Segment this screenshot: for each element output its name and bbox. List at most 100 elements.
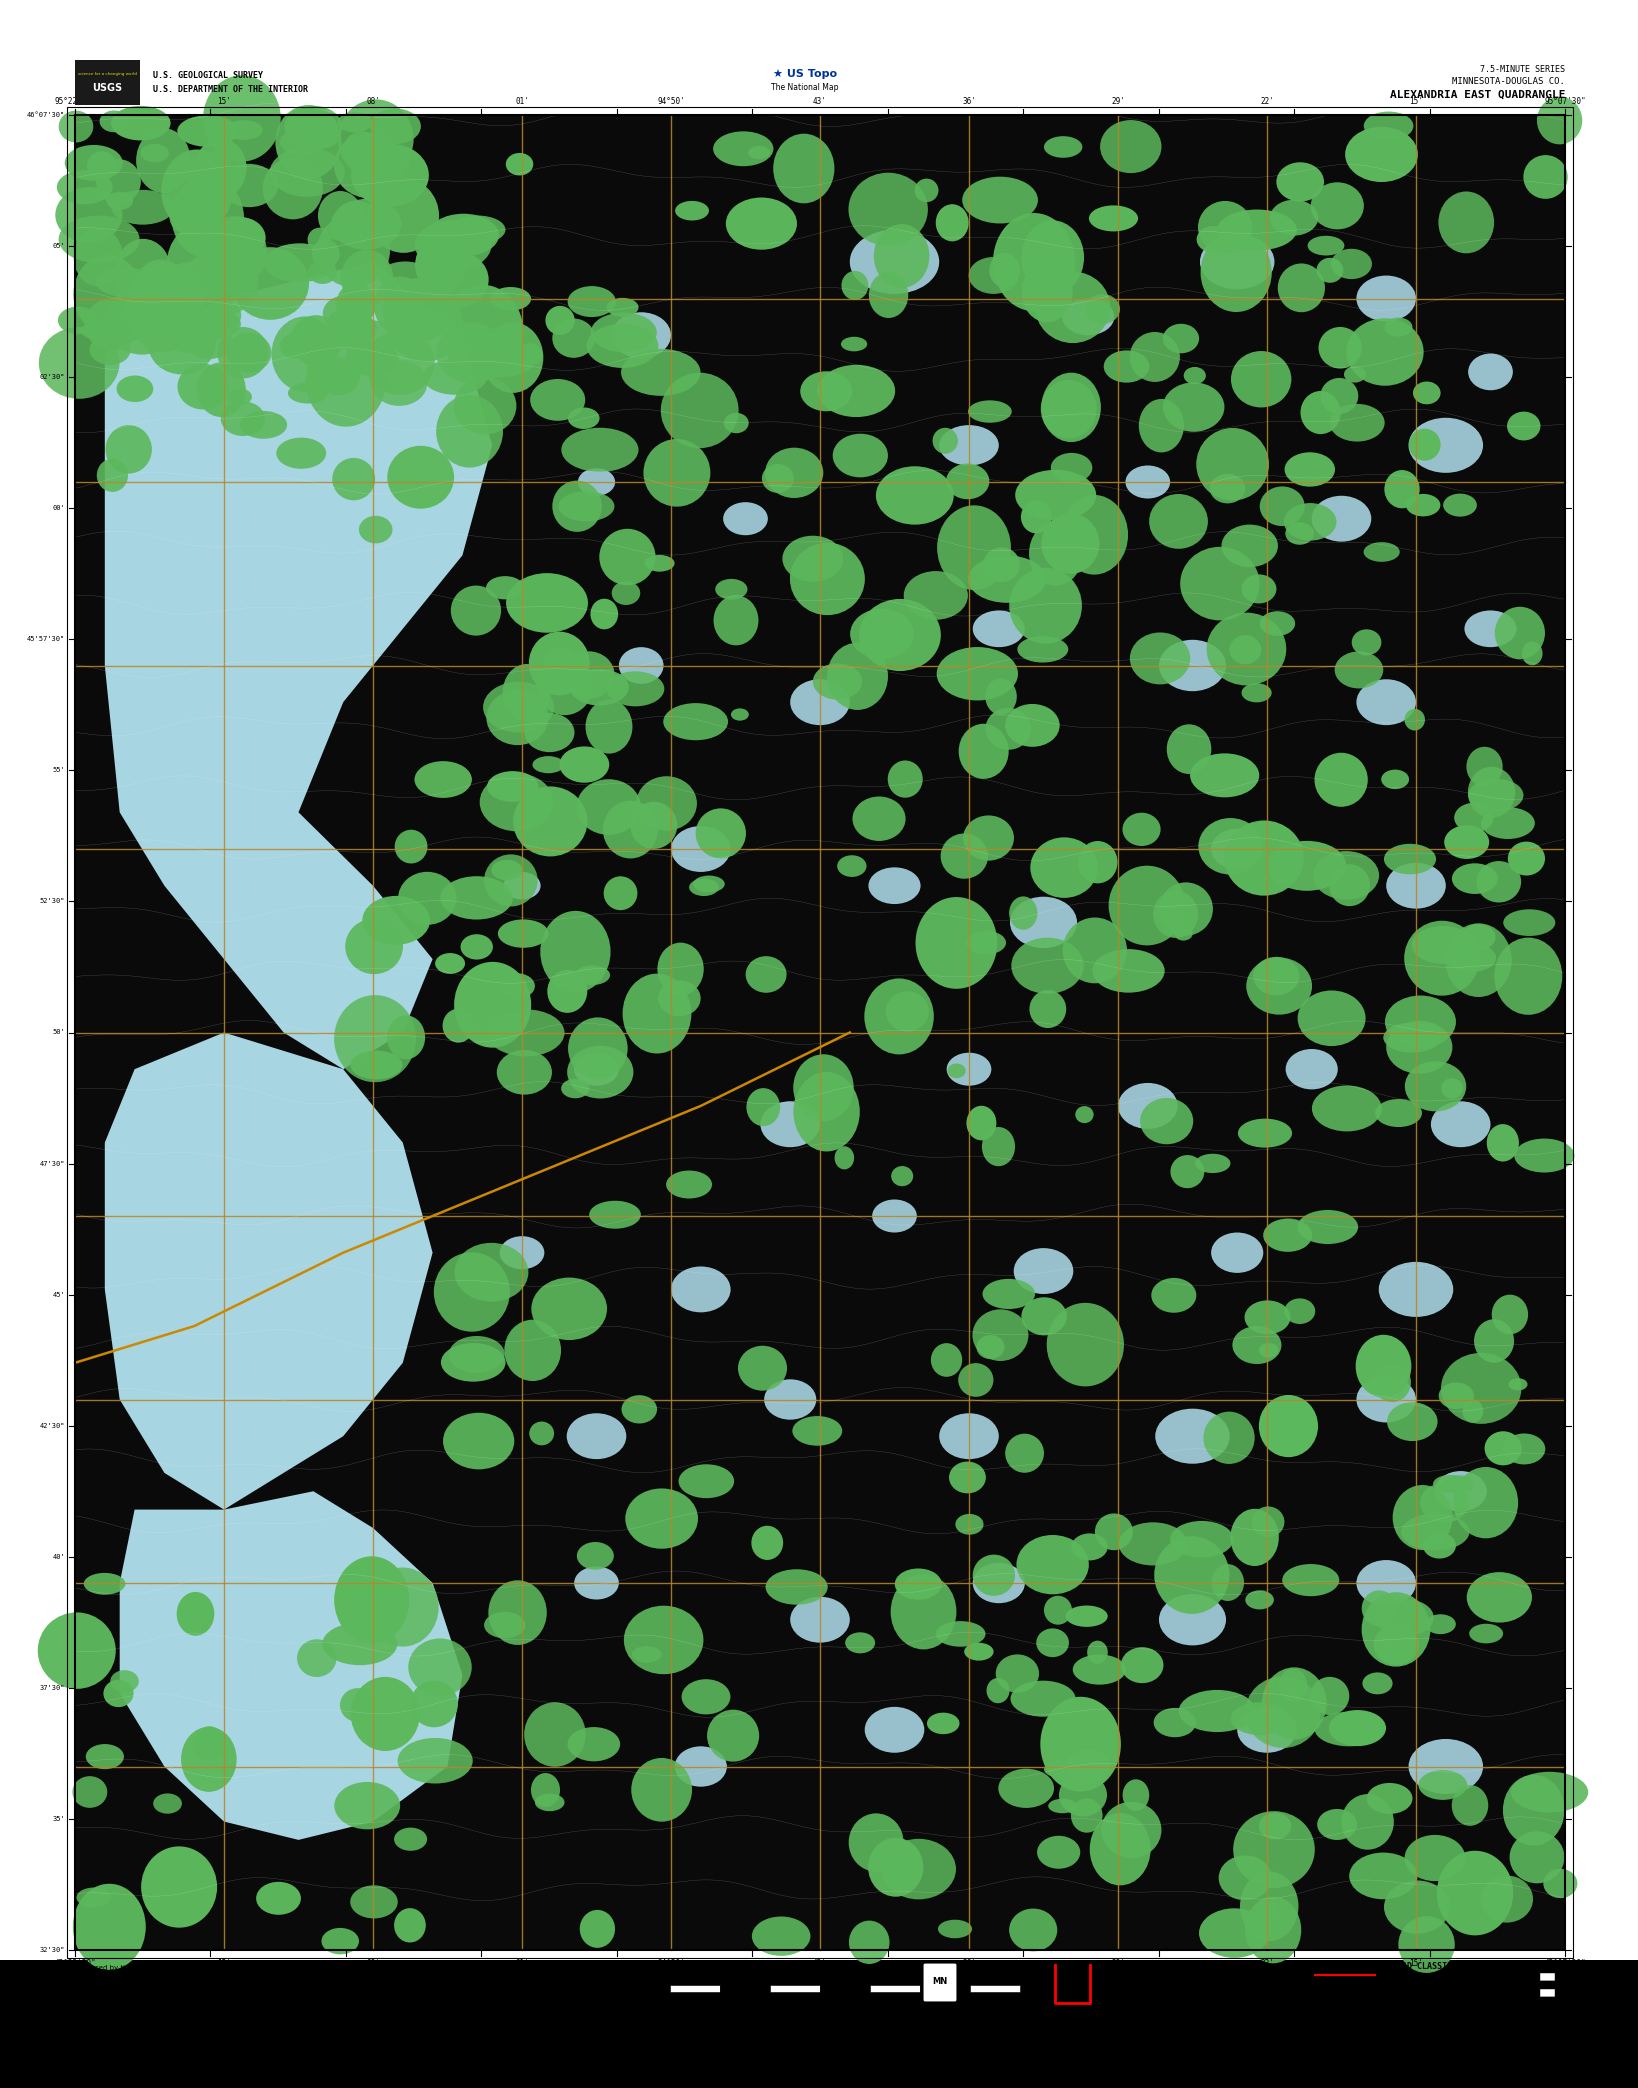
- Ellipse shape: [275, 104, 342, 180]
- Ellipse shape: [1251, 1505, 1284, 1537]
- Ellipse shape: [436, 324, 506, 382]
- Ellipse shape: [1060, 1773, 1107, 1817]
- Ellipse shape: [939, 1919, 971, 1938]
- Ellipse shape: [134, 259, 187, 313]
- Ellipse shape: [835, 1146, 853, 1169]
- Bar: [0, 1961, 1638, 2088]
- Ellipse shape: [1006, 1434, 1043, 1472]
- Ellipse shape: [531, 380, 585, 422]
- Ellipse shape: [1481, 808, 1535, 839]
- Ellipse shape: [752, 1917, 811, 1956]
- Ellipse shape: [1260, 612, 1296, 637]
- Ellipse shape: [351, 144, 429, 207]
- Ellipse shape: [714, 595, 758, 645]
- Ellipse shape: [1301, 390, 1342, 434]
- Ellipse shape: [1210, 829, 1263, 869]
- Ellipse shape: [1163, 382, 1225, 432]
- Ellipse shape: [454, 378, 516, 434]
- Ellipse shape: [270, 148, 346, 196]
- Ellipse shape: [1199, 818, 1263, 875]
- Ellipse shape: [624, 1606, 703, 1675]
- Text: 45°32'30": 45°32'30": [54, 1959, 95, 1969]
- Ellipse shape: [169, 190, 206, 232]
- Ellipse shape: [763, 1380, 816, 1420]
- Ellipse shape: [1543, 1869, 1577, 1898]
- Text: 43': 43': [812, 1959, 827, 1969]
- Ellipse shape: [1495, 608, 1545, 660]
- Ellipse shape: [973, 1309, 1029, 1361]
- Ellipse shape: [827, 643, 888, 710]
- Ellipse shape: [1217, 209, 1297, 251]
- Ellipse shape: [1260, 1395, 1319, 1457]
- Ellipse shape: [1312, 1086, 1382, 1132]
- Ellipse shape: [1536, 96, 1582, 144]
- Ellipse shape: [1160, 883, 1212, 935]
- Ellipse shape: [1006, 704, 1060, 748]
- Ellipse shape: [568, 286, 616, 317]
- Ellipse shape: [1196, 1155, 1230, 1173]
- Ellipse shape: [428, 244, 455, 265]
- Ellipse shape: [575, 965, 609, 986]
- Ellipse shape: [1284, 453, 1335, 487]
- Ellipse shape: [1035, 271, 1111, 342]
- Ellipse shape: [1191, 754, 1260, 798]
- Polygon shape: [120, 1491, 462, 1840]
- Bar: [1540, 1982, 1554, 1990]
- Ellipse shape: [486, 576, 524, 599]
- Bar: [721, 1986, 770, 1992]
- Ellipse shape: [894, 1568, 942, 1599]
- Ellipse shape: [1160, 1593, 1225, 1645]
- Ellipse shape: [1269, 200, 1319, 236]
- Ellipse shape: [947, 1052, 991, 1086]
- Ellipse shape: [852, 796, 906, 841]
- Ellipse shape: [228, 388, 252, 405]
- Ellipse shape: [567, 1046, 634, 1098]
- Ellipse shape: [208, 150, 231, 173]
- Ellipse shape: [790, 679, 850, 725]
- Ellipse shape: [306, 334, 387, 426]
- Ellipse shape: [1078, 841, 1117, 883]
- Ellipse shape: [1345, 365, 1366, 382]
- Ellipse shape: [1319, 328, 1361, 370]
- Ellipse shape: [1345, 127, 1419, 182]
- Ellipse shape: [562, 1079, 590, 1098]
- Ellipse shape: [1361, 1593, 1430, 1666]
- Ellipse shape: [663, 704, 727, 741]
- Bar: [621, 1986, 670, 1992]
- Text: 15': 15': [218, 1959, 231, 1969]
- Ellipse shape: [408, 1639, 472, 1695]
- Ellipse shape: [172, 175, 244, 259]
- Ellipse shape: [308, 228, 331, 253]
- Ellipse shape: [1174, 927, 1192, 940]
- Ellipse shape: [562, 428, 639, 472]
- Ellipse shape: [1061, 299, 1114, 336]
- Ellipse shape: [1310, 1677, 1350, 1714]
- Ellipse shape: [1279, 1668, 1307, 1702]
- Ellipse shape: [865, 979, 934, 1054]
- Ellipse shape: [398, 873, 457, 925]
- Ellipse shape: [591, 313, 657, 353]
- Ellipse shape: [239, 411, 287, 438]
- Ellipse shape: [545, 305, 575, 334]
- Ellipse shape: [547, 969, 588, 1013]
- Ellipse shape: [1435, 1472, 1487, 1512]
- Ellipse shape: [1438, 1382, 1474, 1409]
- Ellipse shape: [1384, 317, 1412, 336]
- Ellipse shape: [1409, 428, 1440, 461]
- Ellipse shape: [1423, 1533, 1456, 1558]
- Ellipse shape: [296, 1639, 336, 1677]
- Ellipse shape: [1314, 754, 1368, 806]
- Ellipse shape: [529, 633, 590, 695]
- Ellipse shape: [544, 647, 580, 681]
- Ellipse shape: [600, 528, 655, 585]
- Ellipse shape: [801, 372, 852, 411]
- Ellipse shape: [636, 777, 696, 831]
- Ellipse shape: [1297, 1209, 1358, 1244]
- Ellipse shape: [488, 1581, 547, 1645]
- Ellipse shape: [658, 981, 701, 1017]
- Ellipse shape: [1042, 372, 1101, 443]
- Ellipse shape: [1356, 1560, 1415, 1606]
- Ellipse shape: [323, 294, 370, 332]
- Text: 42'30": 42'30": [39, 1422, 66, 1428]
- Ellipse shape: [1510, 1831, 1564, 1883]
